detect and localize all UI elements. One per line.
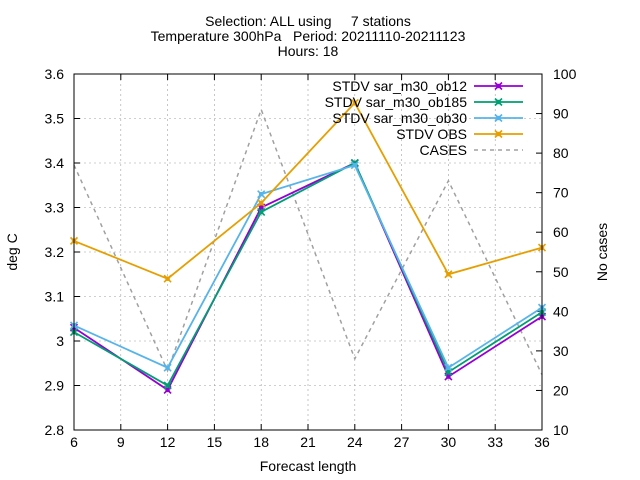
data-point <box>350 98 359 107</box>
legend-label: STDV sar_m30_ob12 <box>332 78 467 94</box>
x-tick-label: 6 <box>70 434 78 450</box>
x-tick-label: 12 <box>160 434 176 450</box>
y2-tick-label: 80 <box>553 145 569 161</box>
marker-core <box>259 191 264 197</box>
marker-core <box>446 369 451 375</box>
y2-tick-label: 40 <box>553 303 569 319</box>
title-line-2: Temperature 300hPa Period: 20211110-2021… <box>151 28 466 44</box>
legend-label: STDV OBS <box>396 126 467 142</box>
legend-label: CASES <box>420 142 467 158</box>
series-layer <box>69 98 547 395</box>
marker-core <box>165 383 170 388</box>
title-line-3: Hours: 18 <box>278 43 339 59</box>
legend-label: STDV sar_m30_ob30 <box>332 110 467 126</box>
x-tick-label: 33 <box>487 434 503 450</box>
legend-marker <box>494 129 503 139</box>
y-tick-label: 3 <box>56 333 64 349</box>
y-axis-label: deg C <box>4 233 20 270</box>
legend-marker <box>494 97 503 107</box>
x-tick-label: 27 <box>394 434 410 450</box>
marker-core <box>259 205 264 210</box>
legend-entry: CASES <box>420 142 523 158</box>
data-point <box>163 363 172 372</box>
marker-core <box>165 365 170 370</box>
marker-core <box>496 83 501 89</box>
marker-core <box>259 209 264 215</box>
title-line-1: Selection: ALL using 7 stations <box>205 13 411 29</box>
y-tick-label: 2.9 <box>45 378 65 394</box>
data-point <box>257 198 266 208</box>
marker-core <box>496 115 501 121</box>
marker-core <box>259 200 264 206</box>
y-tick-label: 3.2 <box>45 244 65 260</box>
legend-entry: STDV sar_m30_ob30 <box>332 110 523 126</box>
y-tick-label: 3.4 <box>45 155 65 171</box>
x-tick-label: 30 <box>441 434 457 450</box>
x-tick-label: 9 <box>117 434 125 450</box>
y2-tick-label: 10 <box>553 422 569 438</box>
marker-core <box>352 163 357 168</box>
x-tick-label: 15 <box>207 434 223 450</box>
marker-core <box>165 276 170 281</box>
series-line-2 <box>73 161 543 387</box>
legend-entry: STDV sar_m30_ob185 <box>325 94 523 110</box>
data-point <box>163 381 172 390</box>
marker-core <box>446 365 451 370</box>
y2-tick-label: 50 <box>553 264 569 280</box>
y-axis-ticks: 2.8 2.9 3 3.1 3.2 3.3 3.4 3.5 3.6 <box>45 66 80 438</box>
x-tick-label: 21 <box>300 434 316 450</box>
y2-tick-label: 30 <box>553 343 569 359</box>
y2-tick-label: 20 <box>553 382 569 398</box>
x-tick-label: 36 <box>534 434 550 450</box>
marker-core <box>446 272 451 277</box>
y2-tick-label: 100 <box>553 66 577 82</box>
x-tick-label: 24 <box>347 434 363 450</box>
y2-tick-label: 60 <box>553 224 569 240</box>
marker-core <box>165 387 170 393</box>
x-axis-ticks: 6 9 12 15 18 21 24 27 30 33 36 <box>70 74 550 450</box>
x-tick-label: 18 <box>253 434 269 450</box>
marker-core <box>446 374 451 379</box>
y2-tick-label: 90 <box>553 106 569 122</box>
y2-axis-label: No cases <box>594 223 610 281</box>
y-tick-label: 3.1 <box>45 289 65 305</box>
data-point <box>257 190 266 199</box>
y2-tick-label: 70 <box>553 185 569 201</box>
data-point <box>444 363 453 372</box>
legend-marker <box>494 81 503 91</box>
data-point <box>350 161 359 170</box>
series-line-1 <box>73 161 543 392</box>
marker-core <box>496 99 501 105</box>
marker-core <box>352 160 357 166</box>
data-point <box>163 274 172 283</box>
marker-core <box>496 131 501 137</box>
grid <box>74 74 542 430</box>
data-point <box>444 270 453 279</box>
data-point <box>257 207 266 217</box>
legend-label: STDV sar_m30_ob185 <box>325 94 468 110</box>
y-tick-label: 3.5 <box>45 111 65 127</box>
y-tick-label: 3.3 <box>45 200 65 216</box>
series-line-3 <box>73 164 543 370</box>
chart-title: Selection: ALL using 7 stations Temperat… <box>151 13 466 59</box>
plot-border <box>73 73 543 431</box>
marker-core <box>352 100 357 106</box>
y-tick-label: 2.8 <box>45 422 65 438</box>
legend-marker <box>494 113 503 123</box>
x-axis-label: Forecast length <box>260 458 357 474</box>
series-line-4 <box>73 101 543 280</box>
legend-entry: STDV OBS <box>396 126 523 142</box>
y-tick-label: 3.6 <box>45 66 65 82</box>
legend-entry: STDV sar_m30_ob12 <box>332 78 523 94</box>
y2-axis-ticks: 10 20 30 40 50 60 70 80 90 100 <box>536 66 577 438</box>
